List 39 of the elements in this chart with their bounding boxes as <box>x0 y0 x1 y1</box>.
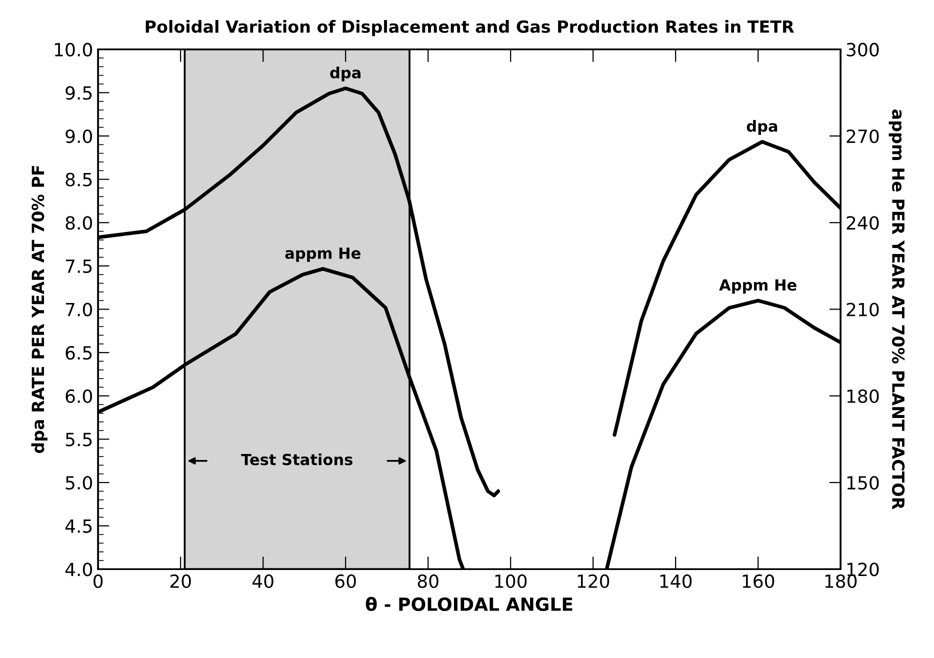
x-tick-label: 100 <box>495 574 527 588</box>
y-tick-label: 10.0 <box>54 42 92 56</box>
y-tick-label: 4.5 <box>65 520 92 533</box>
y-tick-label: 8.5 <box>66 172 92 186</box>
y-tick-label: 7.0 <box>66 302 92 316</box>
y-axis-title: dpa RATE PER YEAR AT 70% PF <box>31 166 48 454</box>
x-tick-label: 40 <box>252 574 274 588</box>
y2-tick-label: 210 <box>846 302 879 316</box>
x-tick-label: 140 <box>660 574 692 588</box>
y-tick-label: 4.0 <box>65 562 92 576</box>
x-tick-label: 60 <box>335 574 356 588</box>
y2-tick-label: 150 <box>847 476 879 490</box>
y2-tick-label: 180 <box>847 389 879 404</box>
series-label: dpa <box>330 66 360 82</box>
band-label: Test Stations <box>241 453 352 466</box>
y-tick-label: 5.5 <box>66 432 92 446</box>
y-tick-label: 7.5 <box>66 260 92 274</box>
y-tick-label: 9.0 <box>66 129 92 144</box>
y2-axis-title: appm He PER YEAR AT 70% PLANT FACTOR <box>888 110 905 510</box>
x-axis-title: θ - POLOIDAL ANGLE <box>366 596 572 612</box>
y-tick-label: 6.0 <box>66 389 92 404</box>
x-tick-label: 120 <box>578 574 610 588</box>
y-tick-label: 5.0 <box>66 476 92 490</box>
y-tick-label: 8.0 <box>66 216 92 230</box>
y2-tick-label: 120 <box>847 562 879 576</box>
x-tick-label: 20 <box>170 574 191 588</box>
y2-tick-label: 270 <box>846 129 879 144</box>
series-label: Appm He <box>719 279 796 294</box>
y2-tick-label: 240 <box>846 216 879 230</box>
y-tick-label: 9.5 <box>66 86 92 100</box>
chart-title: Poloidal Variation of Displacement and Gas Production Rates in TETR <box>146 20 794 36</box>
series-label: appm He <box>285 248 360 262</box>
x-tick-label: 160 <box>742 574 774 588</box>
x-tick-label: 80 <box>418 574 438 588</box>
y2-tick-label: 300 <box>846 42 879 56</box>
x-tick-label: 0 <box>94 574 103 588</box>
y-tick-label: 6.5 <box>66 346 92 360</box>
series-label: dpa <box>746 120 778 135</box>
x-tick-label: 180 <box>825 574 857 588</box>
